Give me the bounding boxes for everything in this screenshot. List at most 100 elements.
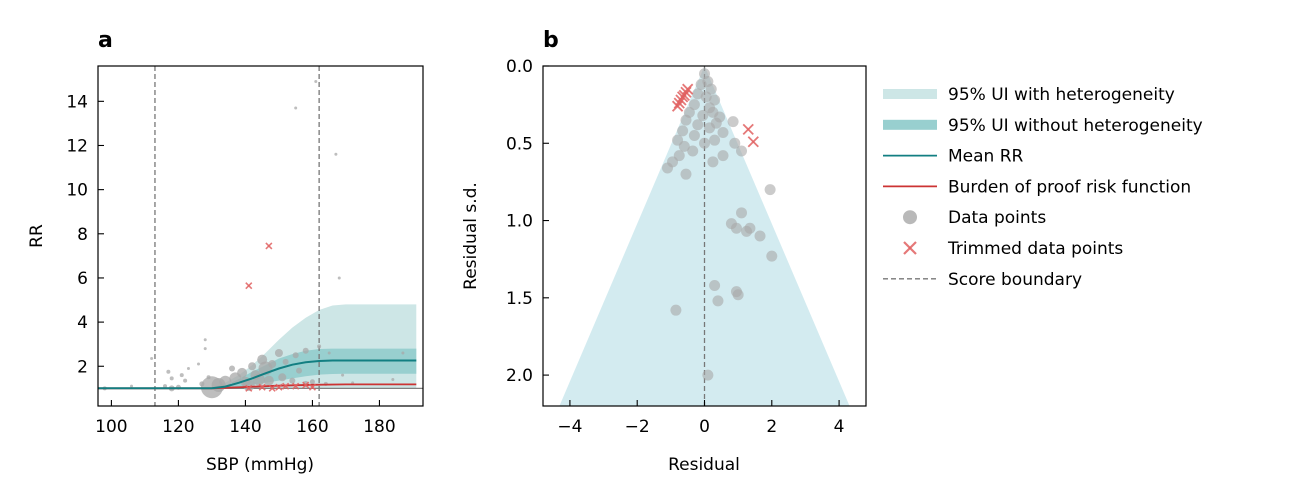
trimmed-point-2 (245, 384, 253, 392)
data-point-5 (169, 376, 174, 381)
panel-a-frame (97, 65, 424, 407)
b-x-tick-label-3: 2 (766, 417, 777, 437)
data-point-33 (282, 358, 289, 365)
a-y-tick-label-6: 6 (77, 269, 88, 289)
data-point-47 (341, 373, 345, 377)
b-y-tick-label-3: 1.5 (506, 289, 533, 309)
residual-point-42 (709, 279, 721, 291)
a-x-tick-label-180: 180 (363, 417, 395, 437)
trimmed-residual-point-6 (671, 100, 684, 112)
residual-point-26 (687, 145, 699, 157)
data-point-13 (203, 338, 207, 342)
b-x-tick-label-4: 4 (834, 417, 845, 437)
residual-point-37 (730, 222, 742, 234)
trimmed-point-1 (265, 242, 273, 250)
trimmed-point-5 (275, 383, 283, 391)
legend-label-data: Data points (948, 208, 1046, 228)
data-point-10 (186, 366, 190, 370)
data-point-37 (296, 367, 303, 374)
residual-point-19 (688, 130, 700, 142)
panel-a-x-axis-label: SBP (mmHg) (206, 455, 314, 475)
residual-point-15 (692, 119, 704, 131)
legend-label-trimmed: Trimmed data points (947, 239, 1123, 259)
trimmed-residual-point-7 (742, 123, 754, 136)
legend-item-boundary: Score boundary (883, 270, 1082, 290)
residual-point-35 (736, 207, 748, 219)
legend-item-mean: Mean RR (883, 147, 1024, 167)
residual-point-44 (732, 289, 744, 301)
panel-b-label: b (543, 28, 559, 53)
residual-point-24 (729, 137, 741, 149)
data-point-35 (292, 352, 299, 359)
data-point-1 (130, 384, 134, 388)
legend-swatch-data (903, 210, 917, 225)
data-point-11 (197, 362, 201, 366)
legend-swatch-trimmed (903, 241, 917, 255)
data-point-34 (289, 377, 296, 384)
legend-item-data: Data points (903, 208, 1046, 228)
data-point-38 (302, 347, 309, 354)
legend-label-mean: Mean RR (948, 147, 1024, 167)
data-point-45 (334, 152, 338, 156)
b-x-tick-label-2: 0 (699, 417, 710, 437)
residual-point-47 (702, 369, 714, 381)
data-point-42 (317, 344, 322, 349)
a-y-tick-label-12: 12 (66, 136, 88, 156)
data-point-24 (248, 362, 257, 371)
panel-a: a 100 120 140 160 180 2 4 6 8 10 12 14 SBP (mmHg) R… (27, 28, 424, 475)
trimmed-residual-point-8 (747, 136, 759, 148)
trimmed-point-9 (308, 383, 316, 391)
panel-a-axes: 100 120 140 160 180 2 4 6 8 10 12 14 (66, 92, 395, 437)
a-y-tick-label-14: 14 (66, 92, 88, 112)
residual-point-39 (754, 230, 766, 242)
residual-point-17 (677, 125, 689, 137)
data-point-30 (268, 360, 277, 369)
a-y-tick-label-10: 10 (66, 181, 88, 201)
residual-point-41 (766, 250, 778, 262)
residual-point-34 (764, 184, 776, 196)
legend-label-bop: Burden of proof risk function (948, 177, 1191, 197)
data-point-14 (203, 347, 207, 351)
data-point-2 (150, 357, 154, 361)
data-point-44 (327, 351, 331, 355)
data-point-32 (278, 373, 287, 382)
trimmed-residual-point-0 (682, 83, 694, 95)
a-y-tick-label-4: 4 (77, 313, 88, 333)
panel-a-label: a (98, 28, 113, 53)
a-x-tick-label-100: 100 (95, 417, 127, 437)
legend-label-ui_nohet: 95% UI without heterogeneity (948, 116, 1203, 136)
legend-item-bop: Burden of proof risk function (883, 177, 1191, 197)
trimmed-point-3 (258, 383, 266, 391)
trimmed-point-4 (268, 384, 276, 392)
legend-swatch-ui-het (883, 89, 937, 99)
a-y-tick-label-8: 8 (77, 225, 88, 245)
residual-point-32 (680, 168, 692, 180)
residual-point-27 (717, 150, 729, 162)
a-x-tick-label-160: 160 (296, 417, 328, 437)
residual-point-22 (709, 134, 721, 146)
trimmed-point-6 (282, 382, 290, 390)
panel-b-x-axis-label: Residual (668, 455, 740, 475)
data-point-50 (401, 351, 405, 355)
trimmed-residual-point-5 (673, 97, 685, 109)
residual-point-40 (744, 222, 756, 234)
legend-swatch-ui-nohet (883, 119, 937, 130)
trimmed-residual-point-3 (676, 91, 689, 103)
panel-b: b −4 −2 0 2 4 0.0 0.5 1.0 1.5 2.0 Residual Residu… (461, 28, 867, 475)
data-point-29 (263, 375, 274, 386)
data-point-23 (242, 379, 255, 392)
data-point-9 (183, 378, 188, 383)
residual-point-13 (680, 114, 692, 126)
mean-rr-line (98, 359, 417, 390)
data-point-3 (163, 384, 168, 389)
legend-label-boundary: Score boundary (948, 270, 1082, 290)
trimmed-point-7 (292, 382, 300, 390)
panel-a-y-axis-label: RR (27, 224, 47, 248)
residual-point-30 (661, 162, 673, 174)
residual-point-23 (699, 137, 710, 149)
legend: 95% UI with heterogeneity 95% UI without … (883, 85, 1203, 290)
residual-point-4 (692, 88, 704, 100)
data-point-8 (179, 373, 184, 378)
trimmed-point-0 (245, 282, 253, 290)
